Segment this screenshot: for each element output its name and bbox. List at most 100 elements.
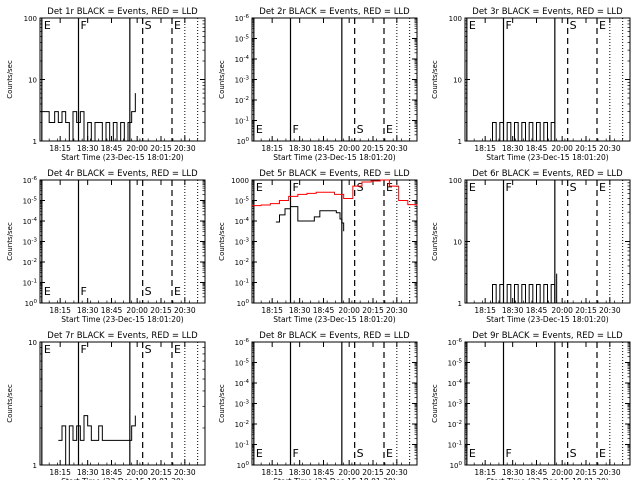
marker-label-s: S	[357, 123, 364, 136]
x-tick-label: 18:45	[526, 144, 548, 153]
y-tick-label: 1	[33, 462, 37, 470]
x-tick-label: 20:30	[386, 306, 408, 315]
x-tick-label: 18:45	[313, 468, 335, 477]
x-tick-label: 18:15	[49, 144, 71, 153]
x-tick-label: 20:00	[126, 468, 148, 477]
x-tick-label: 18:15	[261, 306, 283, 315]
y-tick-label: 1	[458, 138, 462, 146]
x-tick-label: 18:15	[49, 306, 71, 315]
y-tick-label: 10-1	[235, 279, 249, 288]
y-tick-label: 10-4	[235, 379, 250, 388]
x-tick-label: 18:30	[289, 468, 311, 477]
panel-title: Det 9r BLACK = Events, RED = LLD	[472, 331, 623, 341]
panel-title: Det 6r BLACK = Events, RED = LLD	[472, 169, 623, 179]
marker-label-e: E	[386, 181, 393, 194]
marker-label-e: E	[599, 19, 606, 32]
marker-label-e: E	[386, 447, 393, 460]
y-axis-label: Counts/sec	[6, 384, 14, 423]
series-events	[488, 121, 555, 142]
y-axis-label: Counts/sec	[218, 222, 226, 261]
marker-label-e: E	[599, 447, 606, 460]
x-tick-label: 18:15	[474, 468, 496, 477]
y-tick-label: 10-3	[448, 400, 463, 409]
y-tick-label: 100	[449, 177, 462, 185]
marker-label-e: E	[174, 285, 181, 298]
y-tick-label: 10-5	[23, 197, 38, 206]
y-tick-label: 10-4	[235, 55, 250, 64]
x-tick-label: 18:30	[289, 144, 311, 153]
y-tick-label: 10-5	[235, 35, 250, 44]
x-tick-label: 20:15	[150, 306, 172, 315]
marker-label-e: E	[469, 19, 476, 32]
panel-det-7r: Det 7r BLACK = Events, RED = LLD 1 10 Count…	[6, 331, 206, 480]
marker-label-s: S	[357, 181, 364, 194]
panel-det-3r: Det 3r BLACK = Events, RED = LLD 1 10 100 Co…	[431, 7, 631, 162]
marker-label-s: S	[145, 343, 152, 356]
series-lld	[252, 179, 418, 207]
marker-label-f: F	[293, 447, 299, 460]
x-tick-label: 18:15	[49, 468, 71, 477]
x-tick-label: 18:45	[101, 144, 123, 153]
x-axis-label: Start Time (23-Dec-15 18:01:20)	[273, 153, 395, 162]
y-tick-label: 10-4	[235, 217, 250, 226]
x-tick-label: 18:30	[77, 306, 99, 315]
y-axis-label: Counts/sec	[218, 60, 226, 99]
x-tick-label: 18:45	[313, 306, 335, 315]
marker-label-e: E	[256, 123, 263, 136]
x-tick-label: 18:15	[261, 144, 283, 153]
y-axis-label: Counts/sec	[6, 60, 14, 99]
x-axis-label: Start Time (23-Dec-15 18:01:20)	[273, 315, 395, 324]
y-axis-label: Counts/sec	[431, 60, 439, 99]
panel-title: Det 3r BLACK = Events, RED = LLD	[472, 7, 623, 17]
y-tick-label: 100	[237, 299, 250, 308]
marker-label-s: S	[145, 19, 152, 32]
x-tick-label: 20:30	[174, 468, 196, 477]
y-tick-label: 10-1	[235, 117, 249, 126]
y-axis-label: Counts/sec	[218, 384, 226, 423]
x-tick-label: 18:30	[77, 144, 99, 153]
x-tick-label: 18:30	[502, 306, 524, 315]
x-tick-label: 20:15	[362, 306, 384, 315]
x-tick-label: 18:15	[474, 144, 496, 153]
series-events	[40, 93, 136, 142]
y-tick-label: 10-4	[448, 379, 463, 388]
y-tick-label: 10-1	[23, 279, 37, 288]
y-tick-label: 10-2	[448, 420, 462, 429]
panel-title: Det 8r BLACK = Events, RED = LLD	[259, 331, 410, 341]
x-tick-label: 18:30	[502, 468, 524, 477]
y-tick-label: 10	[28, 77, 37, 85]
x-tick-label: 20:00	[338, 144, 360, 153]
marker-label-e: E	[469, 181, 476, 194]
x-tick-label: 20:15	[575, 468, 597, 477]
marker-label-s: S	[145, 285, 152, 298]
panel-title: Det 7r BLACK = Events, RED = LLD	[47, 331, 198, 341]
y-tick-label: 10-5	[448, 359, 463, 368]
x-axis-label: Start Time (23-Dec-15 18:01:20)	[486, 477, 608, 480]
x-tick-label: 20:15	[575, 306, 597, 315]
y-tick-label: 100	[237, 461, 250, 470]
panel-det-9r: Det 9r BLACK = Events, RED = LLD 100 10-1 1…	[431, 331, 631, 480]
panel-title: Det 1r BLACK = Events, RED = LLD	[47, 7, 198, 17]
marker-label-e: E	[256, 181, 263, 194]
marker-label-f: F	[506, 19, 512, 32]
y-tick-label: 10-5	[235, 197, 250, 206]
y-tick-label: 10-2	[23, 258, 37, 267]
y-tick-label: 10-6	[448, 338, 463, 347]
marker-label-s: S	[570, 447, 577, 460]
y-tick-label: 10-1	[448, 441, 462, 450]
y-tick-label: 10	[453, 77, 462, 85]
y-tick-label: 100	[25, 299, 38, 308]
plot-frame	[39, 341, 206, 466]
x-tick-label: 20:15	[150, 468, 172, 477]
marker-label-f: F	[81, 285, 87, 298]
panel-det-2r: Det 2r BLACK = Events, RED = LLD 100 10-1 1…	[218, 7, 418, 162]
marker-label-e: E	[44, 19, 51, 32]
y-tick-label: 10-6	[235, 338, 250, 347]
panel-det-5r: Det 5r BLACK = Events, RED = LLD 100 10-1 1…	[218, 169, 418, 324]
x-tick-label: 20:00	[338, 468, 360, 477]
x-tick-label: 20:30	[174, 144, 196, 153]
marker-label-f: F	[81, 343, 87, 356]
x-tick-label: 18:30	[77, 468, 99, 477]
x-axis-label: Start Time (23-Dec-15 18:01:20)	[486, 153, 608, 162]
